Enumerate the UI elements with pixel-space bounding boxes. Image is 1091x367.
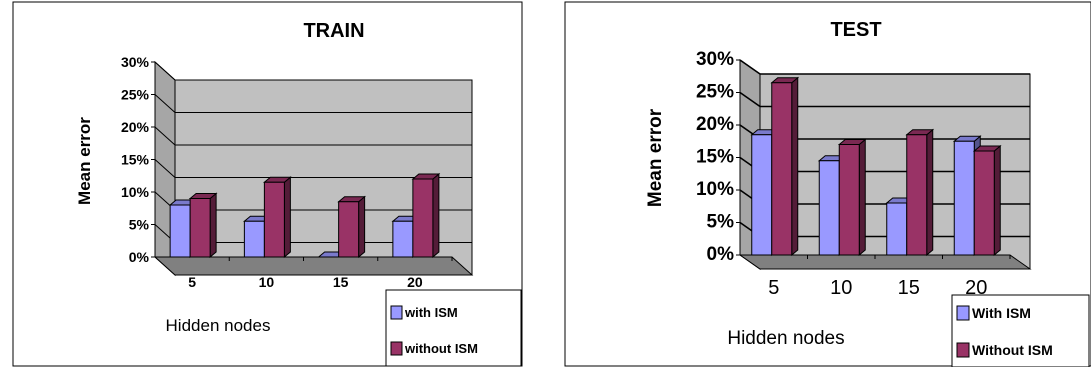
bar — [751, 134, 773, 256]
train-chart-svg: 0% 5% 10% 15% 20% 25% 30% 5 10 15 20 TRAIN Mean erro… — [12, 1, 523, 367]
legend-swatch — [390, 305, 403, 320]
gridline-side — [154, 126, 176, 146]
bar — [338, 201, 360, 258]
x-category-label: 10 — [259, 274, 275, 290]
train-chart: 0% 5% 10% 15% 20% 25% 30% 5 10 15 20 TRAIN Mean erro… — [12, 0, 537, 367]
x-category-label: 5 — [188, 274, 196, 290]
y-tick-label: 25% — [696, 82, 734, 103]
y-tick-label: 15% — [696, 147, 734, 168]
x-category-label: 20 — [965, 277, 987, 299]
legend-swatch — [390, 341, 403, 356]
legend-label: With ISM — [972, 305, 1031, 321]
y-tick-label: 30% — [696, 49, 734, 70]
y-axis-label: Mean error — [645, 108, 666, 207]
chart-title: TEST — [830, 19, 881, 41]
legend-swatch — [956, 342, 970, 358]
bar — [818, 160, 840, 256]
legend-label: Without ISM — [972, 342, 1053, 358]
bar — [243, 220, 265, 258]
y-tick-label: 30% — [121, 54, 150, 70]
x-category-label: 15 — [333, 274, 349, 290]
y-tick-label: 20% — [696, 114, 734, 135]
gridline-side — [154, 159, 176, 178]
y-tick-label: 20% — [121, 119, 150, 135]
plot-floor — [738, 254, 1032, 270]
legend-box — [951, 294, 1090, 367]
x-axis-label: Hidden nodes — [727, 328, 844, 349]
bar — [263, 181, 285, 258]
legend-label: with ISM — [404, 305, 458, 320]
bar — [392, 220, 414, 258]
y-tick-label: 10% — [121, 184, 150, 200]
bar — [838, 144, 860, 256]
legend-box — [385, 289, 522, 367]
legend-swatch — [956, 305, 970, 321]
plot-floor — [153, 256, 474, 276]
bar-side — [993, 144, 1001, 257]
y-tick-label: 5% — [707, 212, 735, 233]
chart-title: TRAIN — [303, 20, 364, 42]
x-category-label: 15 — [898, 277, 920, 299]
y-tick-label: 0% — [129, 249, 150, 265]
y-tick-label: 0% — [707, 244, 735, 265]
bar — [906, 134, 928, 256]
bar — [886, 202, 908, 256]
gridline-side — [739, 91, 761, 108]
x-category-label: 20 — [407, 274, 423, 290]
bar-side — [858, 138, 866, 257]
test-chart-svg: 0% 5% 10% 15% 20% 25% 30% 5 10 15 20 TEST Mean error… — [564, 1, 1091, 367]
gridline-side — [739, 59, 761, 75]
gridline-side — [154, 61, 176, 81]
y-tick-label: 15% — [121, 152, 150, 168]
y-tick-label: 10% — [696, 179, 734, 200]
bar — [973, 150, 995, 256]
bar-side — [283, 176, 291, 259]
bar-side — [791, 76, 799, 257]
test-chart: 0% 5% 10% 15% 20% 25% 30% 5 10 15 20 TEST Mean error… — [564, 0, 1091, 367]
x-category-label: 5 — [768, 277, 779, 299]
x-category-label: 10 — [830, 277, 852, 299]
y-tick-label: 5% — [129, 217, 150, 233]
bar — [169, 204, 191, 258]
bar — [189, 198, 211, 258]
bar-side — [432, 172, 440, 259]
bar — [771, 82, 793, 256]
x-axis-label: Hidden nodes — [166, 316, 271, 335]
bar — [953, 140, 975, 256]
bar-side — [358, 195, 366, 259]
bar-side — [209, 192, 217, 259]
legend-label: without ISM — [404, 341, 478, 356]
y-axis-label: Mean error — [75, 117, 94, 205]
y-tick-label: 25% — [121, 87, 150, 103]
bar — [412, 178, 434, 258]
bar-side — [926, 128, 934, 257]
gridline-side — [154, 94, 176, 113]
